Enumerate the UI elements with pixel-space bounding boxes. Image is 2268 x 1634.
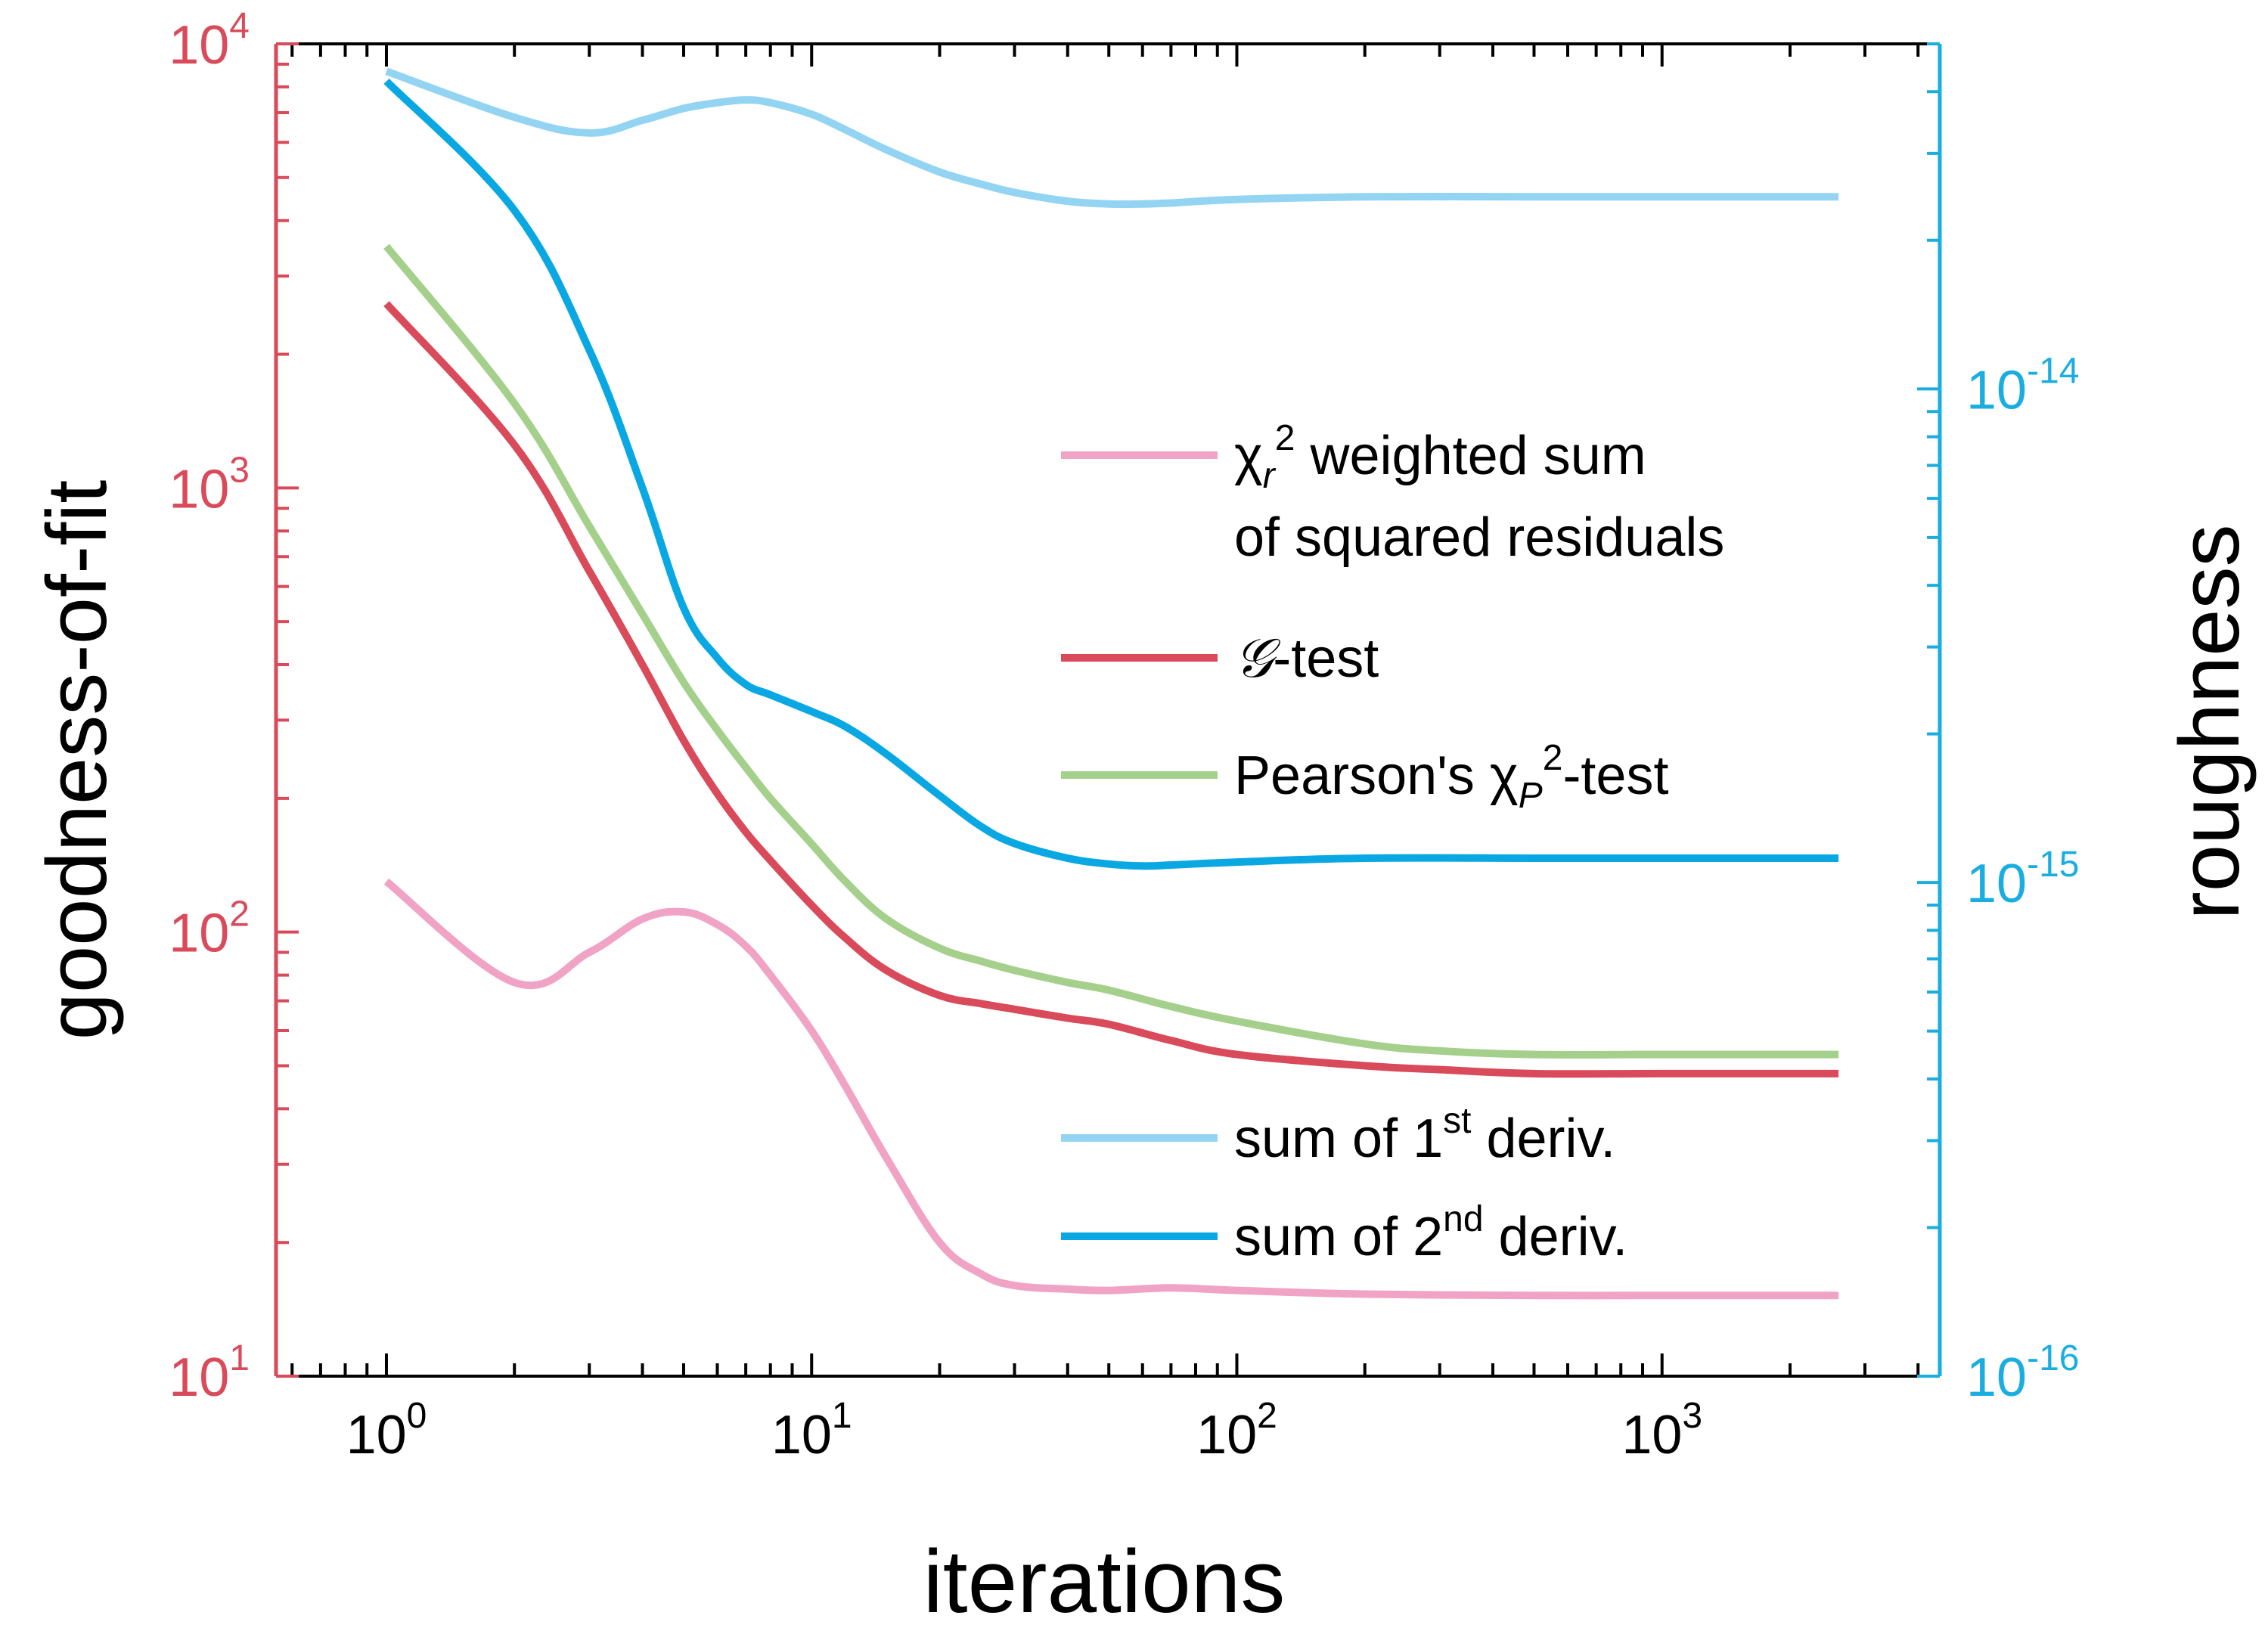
y-tick-label-right: 10-16 xyxy=(1966,1338,2079,1408)
x-tick-label: 100 xyxy=(346,1396,427,1465)
series-line-deriv1 xyxy=(385,67,1839,209)
y-tick-label-right: 10-14 xyxy=(1966,351,2079,420)
legend-label: 𝒢-test xyxy=(1234,628,1379,689)
x-tick-label: 102 xyxy=(1196,1396,1277,1465)
legend-item-g_test: 𝒢-test xyxy=(1061,628,1379,689)
legend-item-pearson: Pearson's χP2-test xyxy=(1061,738,1668,816)
series-line-deriv2 xyxy=(383,78,1839,870)
y-tick-label-left: 101 xyxy=(169,1338,250,1408)
y-tick-label-right: 10-15 xyxy=(1966,845,2079,914)
y-tick-label-left: 103 xyxy=(169,450,250,519)
series-line-chi_r xyxy=(383,878,1839,1300)
legend-item-chi_r: χr2 weighted sum of squared residuals xyxy=(1061,418,1724,568)
legend-label: sum of 2nd deriv. xyxy=(1234,1199,1627,1267)
series-line-pearson xyxy=(383,243,1839,1059)
legend-label: Pearson's χP2-test xyxy=(1234,738,1668,816)
legend-item-deriv2: sum of 2nd deriv. xyxy=(1061,1199,1627,1267)
y-axis-label-right: roughness xyxy=(2162,524,2257,919)
legend: χr2 weighted sum of squared residuals 𝒢-te… xyxy=(1061,418,1724,1267)
axes-layer: 100 101 102 103 101 102 103 104 10-16 10-15 10-14 xyxy=(169,6,2079,1465)
y-tick-label-left: 104 xyxy=(169,6,250,76)
legend-item-deriv1: sum of 1st deriv. xyxy=(1061,1101,1615,1169)
x-tick-label: 101 xyxy=(771,1396,852,1465)
y-tick-label-left: 102 xyxy=(169,895,250,964)
y-axis-label-left: goodness-of-fit xyxy=(29,480,124,1040)
legend-label: χr2 weighted sum xyxy=(1234,418,1646,496)
legend-label: sum of 1st deriv. xyxy=(1234,1101,1615,1169)
x-tick-label: 103 xyxy=(1621,1396,1702,1465)
legend-label-line2: of squared residuals xyxy=(1234,507,1724,568)
series-line-g_test xyxy=(383,301,1839,1078)
series-layer xyxy=(383,67,1839,1300)
x-axis-label: iterations xyxy=(923,1532,1286,1632)
